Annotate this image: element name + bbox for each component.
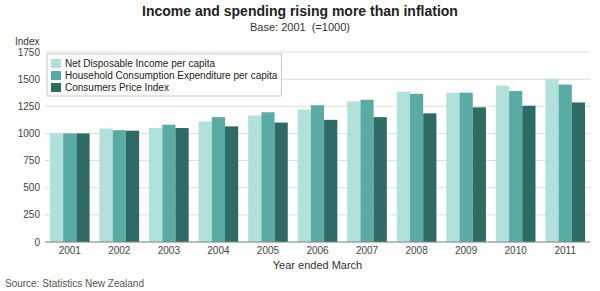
- bar: [423, 113, 436, 242]
- subtitle: Base: 2001 (=1000): [250, 21, 350, 33]
- bar: [162, 125, 175, 242]
- bar: [50, 133, 63, 242]
- bar: [360, 100, 373, 242]
- y-axis-label: Index: [15, 36, 39, 47]
- bar: [572, 102, 585, 242]
- y-tick-label: 1250: [18, 101, 41, 112]
- bar: [76, 133, 89, 242]
- bar: [311, 105, 324, 242]
- x-tick-label: 2007: [356, 245, 379, 256]
- x-tick-label: 2011: [554, 245, 576, 256]
- bar: [126, 131, 139, 242]
- chart: Income and spending rising more than inf…: [0, 0, 600, 291]
- x-tick-label: 2004: [207, 245, 230, 256]
- bar: [225, 126, 238, 242]
- legend-label: Consumers Price Index: [65, 82, 169, 93]
- title: Income and spending rising more than inf…: [142, 3, 458, 19]
- x-tick-label: 2002: [108, 245, 131, 256]
- y-tick-label: 1000: [18, 128, 41, 139]
- x-tick-label: 2005: [257, 245, 280, 256]
- y-tick-label: 1750: [18, 47, 41, 58]
- bar: [248, 116, 261, 242]
- bar: [410, 94, 423, 242]
- x-axis-label: Year ended March: [273, 259, 363, 271]
- bar: [347, 101, 360, 242]
- annotation: Source: Statistics New Zealand: [5, 278, 144, 289]
- y-tick-label: 750: [23, 155, 40, 166]
- bar: [545, 79, 558, 242]
- bar: [374, 117, 387, 242]
- bar: [113, 130, 126, 242]
- bar: [175, 128, 188, 242]
- legend-swatch: [51, 59, 61, 68]
- grid-line: [45, 242, 590, 243]
- bar: [261, 112, 274, 242]
- bar: [496, 86, 509, 242]
- y-tick-label: 1500: [18, 74, 41, 85]
- legend: Net Disposable Income per capitaHousehol…: [47, 54, 281, 96]
- bar: [63, 133, 76, 242]
- bar: [298, 110, 311, 242]
- y-tick-label: 250: [23, 209, 40, 220]
- x-tick-label: 2010: [505, 245, 528, 256]
- bar: [324, 120, 337, 242]
- bar: [460, 93, 473, 242]
- bar: [446, 93, 459, 242]
- bar: [275, 123, 288, 242]
- bar: [509, 91, 522, 242]
- y-tick-label: 500: [23, 182, 40, 193]
- bar: [473, 107, 486, 242]
- x-tick-label: 2008: [405, 245, 428, 256]
- x-tick-label: 2006: [306, 245, 329, 256]
- bar: [199, 121, 212, 242]
- bar: [149, 128, 162, 242]
- x-tick-label: 2003: [158, 245, 181, 256]
- legend-swatch: [51, 71, 61, 80]
- grid: [45, 52, 590, 242]
- x-tick-label: 2001: [59, 245, 82, 256]
- legend-swatch: [51, 83, 61, 92]
- bar: [100, 129, 113, 242]
- y-tick-label: 0: [34, 237, 40, 248]
- bars: [50, 79, 585, 242]
- bar: [212, 117, 225, 242]
- legend-box: [47, 54, 281, 96]
- legend-label: Net Disposable Income per capita: [65, 58, 216, 69]
- bar: [522, 106, 535, 242]
- grid-line: [45, 52, 590, 53]
- x-tick-label: 2009: [455, 245, 478, 256]
- x-axis-line: [45, 242, 590, 243]
- bar: [397, 92, 410, 242]
- legend-label: Household Consumption Expenditure per ca…: [65, 70, 278, 81]
- bar: [559, 85, 572, 242]
